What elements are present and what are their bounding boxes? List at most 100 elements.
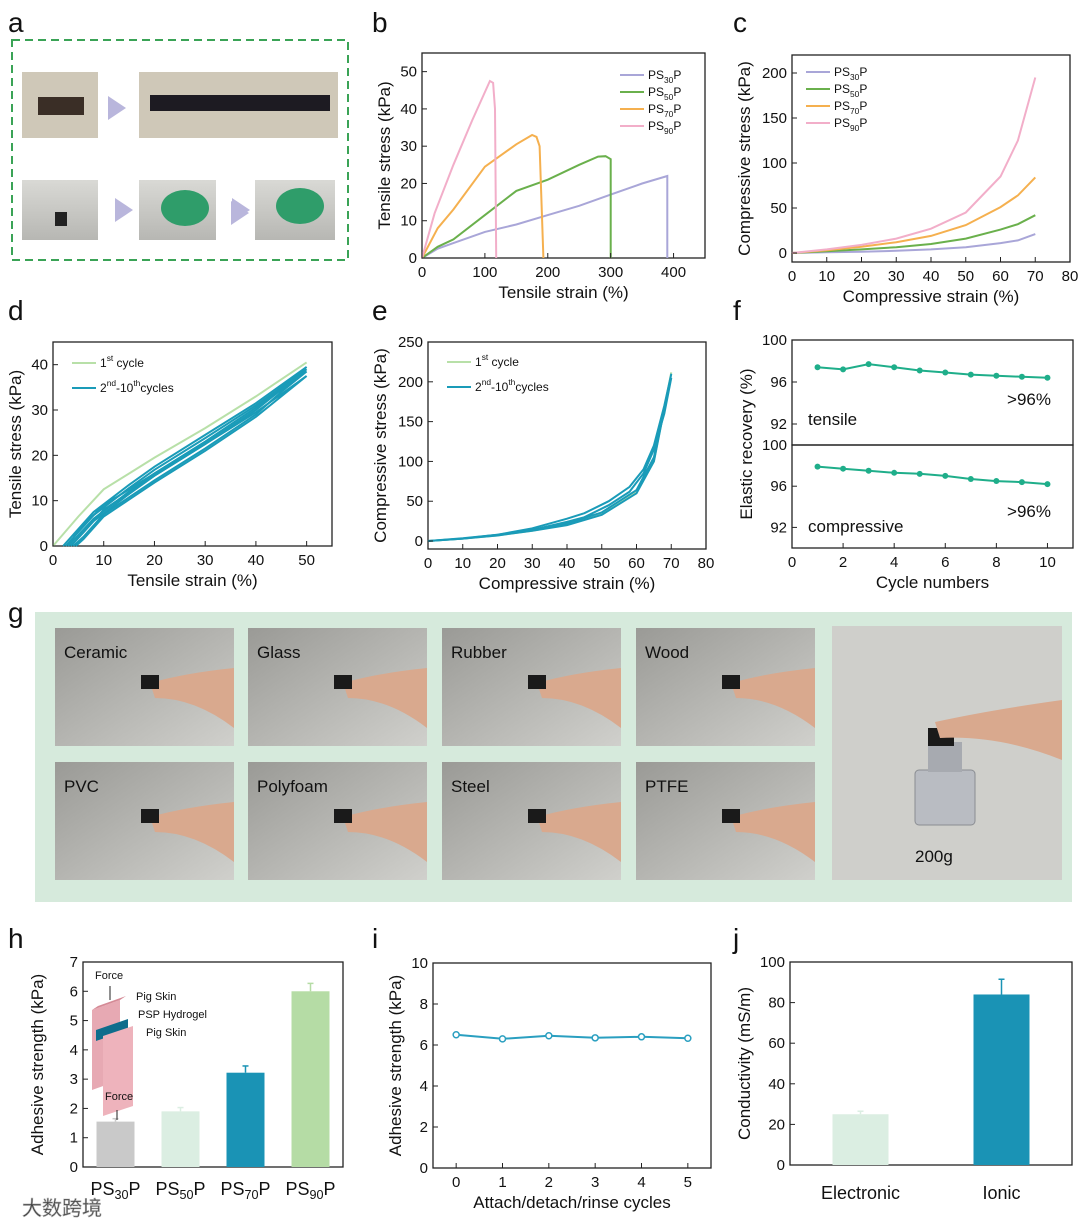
legend-label: PS90P <box>648 119 681 136</box>
y-tick-label: 2 <box>70 1100 78 1117</box>
legend-label: 1st cycle <box>475 352 519 369</box>
label-part: PS <box>648 85 664 99</box>
y-tick-label: 6 <box>420 1037 428 1054</box>
x-tick-label: 50 <box>957 268 974 285</box>
y-tick-label: 20 <box>400 175 417 192</box>
inset-label-pig-skin: Pig Skin <box>146 1027 186 1039</box>
series-line <box>456 1033 688 1040</box>
y-tick-label: 4 <box>420 1078 428 1095</box>
x-tick-label: Electronic <box>821 1183 900 1203</box>
inset-force-bottom: Force <box>105 1091 133 1103</box>
y-tick-label: 60 <box>768 1035 785 1052</box>
data-point <box>942 369 949 376</box>
steel-weight-neck <box>928 742 962 772</box>
y-tick-label: 100 <box>760 954 785 971</box>
data-point <box>814 364 821 371</box>
y-tick-label: 7 <box>70 954 78 971</box>
label-part: nd <box>482 377 492 387</box>
series-line-PS50P <box>791 214 1036 254</box>
x-tick-label: 20 <box>489 555 506 572</box>
x-tick-label: 400 <box>661 264 686 281</box>
series-line-cycles <box>427 373 673 542</box>
panel-label-d: d <box>8 295 24 326</box>
label-part: 30 <box>850 72 860 82</box>
data-point <box>865 361 872 368</box>
series-line-tensile <box>817 363 1048 379</box>
tile-label: Glass <box>257 643 300 662</box>
label-part: PS <box>834 116 850 130</box>
label-part: P <box>673 102 681 116</box>
x-axis-label: Compressive strain (%) <box>843 287 1020 306</box>
series-line-cycles <box>64 368 308 547</box>
x-tick-label: 80 <box>698 555 715 572</box>
label-part: 70 <box>850 106 860 116</box>
y-tick-label: 30 <box>31 402 48 419</box>
label-part: P <box>673 85 681 99</box>
x-tick-label: 60 <box>992 268 1009 285</box>
series-line-1st-cycle <box>52 361 308 547</box>
x-tick-label: 30 <box>524 555 541 572</box>
plot-frame-d <box>52 341 333 547</box>
y-tick-label: 3 <box>70 1071 78 1088</box>
x-tick-label: Ionic <box>982 1183 1020 1203</box>
data-point <box>498 1035 507 1043</box>
panel-label-f: f <box>733 295 741 326</box>
x-tick-label: 6 <box>941 554 949 571</box>
x-tick-label: 30 <box>888 268 905 285</box>
panel-label-h: h <box>8 923 24 954</box>
finger <box>537 802 621 862</box>
label-part: 2 <box>100 381 107 395</box>
x-axis-label: Compressive strain (%) <box>479 574 656 593</box>
inset-force-top: Force <box>95 970 123 982</box>
finger <box>150 668 234 728</box>
y-tick-label: 40 <box>768 1076 785 1093</box>
label-part: cycles <box>140 381 173 395</box>
glove <box>276 188 324 224</box>
label-part: PS <box>834 65 850 79</box>
x-tick-label: 40 <box>923 268 940 285</box>
y-axis-label: Tensile stress (kPa) <box>6 370 25 518</box>
label-part: nd <box>107 378 117 388</box>
legend-label: PS30P <box>648 68 681 85</box>
y-tick-label: 200 <box>398 374 423 391</box>
y-tick-label: 92 <box>770 519 787 536</box>
x-tick-label: 20 <box>853 268 870 285</box>
label-part: P <box>259 1179 271 1199</box>
label-part: P <box>324 1179 336 1199</box>
label-part: P <box>859 65 867 79</box>
finger <box>935 700 1062 760</box>
x-tick-label: 4 <box>637 1174 645 1191</box>
x-tick-label: 200 <box>535 264 560 281</box>
y-tick-label: 50 <box>400 64 417 81</box>
series-line-PS70P <box>421 133 545 259</box>
tile-label: Rubber <box>451 643 507 662</box>
hydrogel-pad <box>528 809 546 823</box>
label-part: -10 <box>491 380 509 394</box>
plot-frame-h <box>82 961 344 1168</box>
label-part: 30 <box>114 1188 128 1202</box>
label-part: th <box>133 378 140 388</box>
label-part: 50 <box>850 89 860 99</box>
y-tick-label: 8 <box>420 996 428 1013</box>
legend-label: PS30P <box>834 65 867 82</box>
label-part: Ionic <box>982 1183 1020 1203</box>
data-point <box>1044 481 1051 488</box>
series-line-cycles <box>427 377 673 542</box>
y-tick-label: 250 <box>398 334 423 351</box>
data-point <box>452 1031 460 1039</box>
finger <box>343 668 427 728</box>
label-part: PS <box>155 1179 179 1199</box>
bar-PS50P <box>161 1111 200 1167</box>
finger <box>537 668 621 728</box>
label-part: st <box>482 352 489 362</box>
y-axis-label: Adhesive strength (kPa) <box>386 975 405 1156</box>
label-part: P <box>129 1179 141 1199</box>
x-tick-label: 0 <box>788 268 796 285</box>
x-tick-label: PS50P <box>155 1179 205 1202</box>
tile-label: PTFE <box>645 777 688 796</box>
x-tick-label: 0 <box>788 554 796 571</box>
x-tick-label: 50 <box>298 552 315 569</box>
x-tick-label: 0 <box>418 264 426 281</box>
legend-label: PS50P <box>648 85 681 102</box>
data-point <box>891 364 898 371</box>
